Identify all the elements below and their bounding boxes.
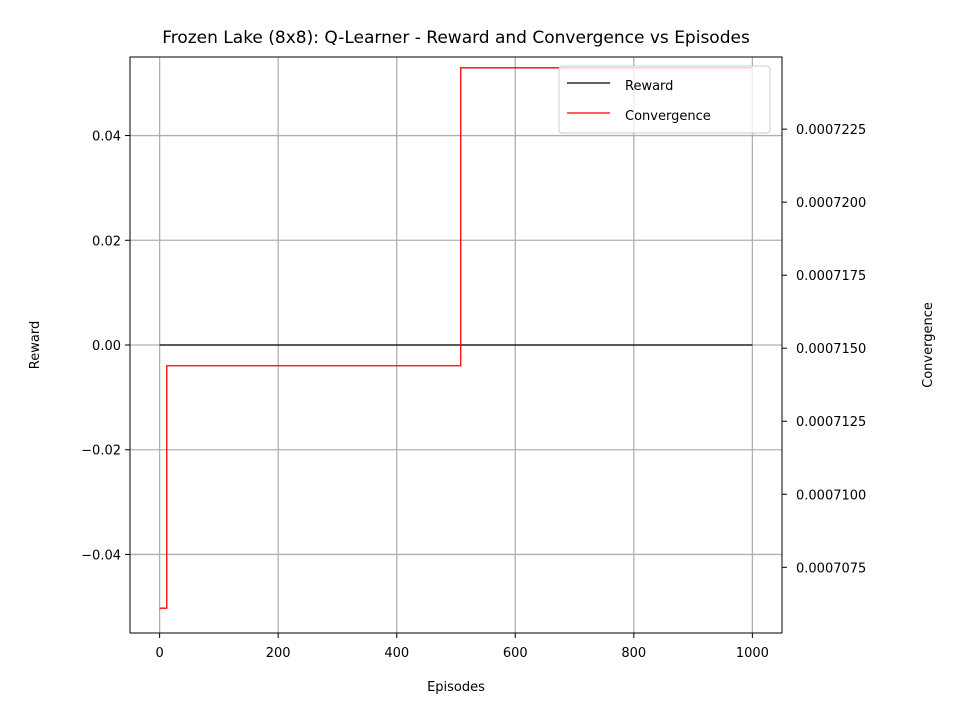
legend: Reward Convergence (558, 65, 771, 134)
y2-tick-label: 0.0007200 (796, 196, 866, 211)
y2-tick-label: 0.0007175 (796, 269, 866, 284)
legend-label-reward: Reward (625, 79, 673, 94)
y-tick-label: −0.04 (81, 548, 121, 563)
y-tick-label: −0.02 (81, 444, 121, 459)
x-tick-label: 1000 (736, 646, 769, 661)
y2-tick-label: 0.0007075 (796, 561, 866, 576)
y2-axis-label: Convergence (921, 302, 936, 388)
x-tick-label: 200 (266, 646, 291, 661)
y-axis-left: −0.04 −0.02 0.00 0.02 0.04 (81, 130, 130, 563)
legend-box (558, 65, 771, 134)
legend-label-convergence: Convergence (625, 109, 711, 124)
x-tick-label: 0 (155, 646, 163, 661)
x-tick-label: 800 (621, 646, 646, 661)
y-axis-label: Reward (28, 321, 43, 369)
y-axis-right: 0.0007075 0.0007100 0.0007125 0.0007150 0.00… (782, 123, 866, 576)
x-axis-label: Episodes (427, 680, 485, 695)
y2-tick-label: 0.0007225 (796, 123, 866, 138)
y2-tick-label: 0.0007100 (796, 488, 866, 503)
x-axis: 0 200 400 600 800 1000 (155, 633, 769, 661)
y2-tick-label: 0.0007125 (796, 415, 866, 430)
y-tick-label: 0.02 (92, 234, 121, 249)
x-tick-label: 400 (384, 646, 409, 661)
y2-tick-label: 0.0007150 (796, 342, 866, 357)
y-tick-label: 0.04 (92, 130, 121, 145)
y-tick-label: 0.00 (92, 339, 121, 354)
x-tick-label: 600 (503, 646, 528, 661)
chart-title: Frozen Lake (8x8): Q-Learner - Reward an… (162, 28, 750, 48)
series-lines (159, 67, 753, 609)
series-line-convergence (159, 67, 753, 609)
